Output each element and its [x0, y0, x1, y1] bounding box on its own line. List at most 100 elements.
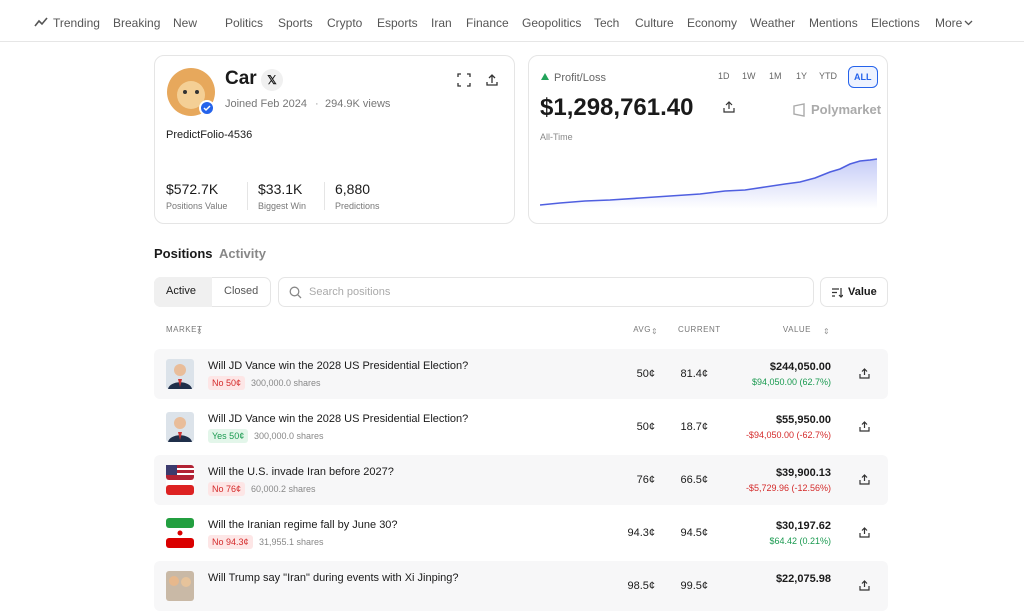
- nav-item[interactable]: Crypto: [327, 16, 363, 30]
- nav-item[interactable]: Weather: [750, 16, 796, 30]
- filter-button[interactable]: Active: [166, 285, 196, 297]
- market-thumbnail: [166, 518, 194, 548]
- avg-price: 50¢: [636, 421, 655, 433]
- current-price: 66.5¢: [680, 474, 708, 486]
- avg-price: 94.3¢: [627, 527, 655, 539]
- stat-divider: [247, 182, 248, 210]
- range-button[interactable]: 1W: [742, 71, 756, 81]
- profile-card: Car 𝕏 Joined Feb 2024 · 294.9K views Pre…: [154, 55, 515, 224]
- range-button[interactable]: 1M: [769, 71, 782, 81]
- shares: 300,000.0 shares: [254, 431, 324, 441]
- pnl-change: -$94,050.00 (-62.7%): [745, 430, 831, 440]
- pnl-change: -$5,729.96 (-12.56%): [745, 483, 831, 493]
- nav-item[interactable]: Geopolitics: [522, 16, 582, 30]
- column-header: VALUE: [782, 325, 811, 334]
- position-value: $55,950.00: [775, 414, 831, 426]
- position-row[interactable]: Will the U.S. invade Iran before 2027? No…: [154, 455, 888, 505]
- share-icon[interactable]: [859, 580, 870, 591]
- nav-item[interactable]: Mentions: [809, 16, 858, 30]
- share-icon[interactable]: [859, 474, 870, 485]
- column-header: AVG: [633, 325, 651, 334]
- outcome-badge: No 50¢: [208, 376, 246, 390]
- market-title: Will the U.S. invade Iran before 2027?: [208, 466, 394, 478]
- sort-caret: ⇕: [651, 327, 658, 336]
- nav-item[interactable]: Economy: [687, 16, 738, 30]
- position-value: $30,197.62: [775, 520, 831, 532]
- current-price: 18.7¢: [680, 421, 708, 433]
- stat-label: Positions Value: [166, 201, 228, 211]
- market-title: Will Trump say "Iran" during events with…: [208, 572, 459, 584]
- profile-name: Car: [225, 68, 257, 89]
- scan-icon[interactable]: [457, 73, 471, 87]
- share-icon[interactable]: [723, 101, 735, 113]
- position-row[interactable]: Will JD Vance win the 2028 US Presidenti…: [154, 402, 888, 452]
- nav-item[interactable]: Iran: [431, 16, 452, 30]
- position-row[interactable]: Will Trump say "Iran" during events with…: [154, 561, 888, 611]
- avg-price: 50¢: [636, 368, 655, 380]
- nav-item[interactable]: Breaking: [113, 16, 161, 30]
- tab[interactable]: Activity: [219, 246, 266, 261]
- nav-item[interactable]: Finance: [466, 16, 509, 30]
- market-thumbnail: [166, 359, 194, 389]
- position-row[interactable]: Will JD Vance win the 2028 US Presidenti…: [154, 349, 888, 399]
- nav-item[interactable]: Trending: [53, 16, 100, 30]
- current-price: 94.5¢: [680, 527, 708, 539]
- pnl-change: $94,050.00 (62.7%): [751, 377, 831, 387]
- sort-label: Value: [848, 286, 877, 298]
- market-thumbnail: [166, 571, 194, 601]
- nav-item[interactable]: Esports: [377, 16, 418, 30]
- share-icon[interactable]: [859, 368, 870, 379]
- search-box[interactable]: Search positions: [278, 277, 814, 307]
- range-button[interactable]: 1D: [718, 71, 730, 81]
- sort-button[interactable]: Value: [820, 277, 888, 307]
- views: 294.9K views: [325, 98, 391, 110]
- pnl-sparkline: [540, 158, 878, 209]
- nav-item[interactable]: Politics: [225, 16, 264, 30]
- stat-value: 6,880: [335, 181, 371, 197]
- share-icon[interactable]: [859, 527, 870, 538]
- market-title: Will JD Vance win the 2028 US Presidenti…: [208, 360, 469, 372]
- avg-price: 98.5¢: [627, 580, 655, 592]
- market-thumbnail: [166, 465, 194, 495]
- page: Trending Breaking New Politics Sports Crypto E…: [0, 16, 1024, 601]
- stat-label: Predictions: [335, 201, 380, 211]
- outcome-badge: No 94.3¢: [208, 535, 253, 549]
- avatar: [167, 68, 215, 116]
- nav-item[interactable]: Tech: [594, 16, 620, 30]
- current-price: 81.4¢: [680, 368, 708, 380]
- shares: 31,955.1 shares: [259, 537, 324, 547]
- filter-button[interactable]: Closed: [224, 285, 259, 297]
- nav-item[interactable]: Elections: [871, 16, 920, 30]
- current-price: 99.5¢: [680, 580, 708, 592]
- outcome-badge: Yes 50¢: [208, 429, 249, 443]
- market-title: Will JD Vance win the 2028 US Presidenti…: [208, 413, 469, 425]
- nav-item[interactable]: More: [935, 16, 963, 30]
- market-title: Will the Iranian regime fall by June 30?: [208, 519, 398, 531]
- position-value: $244,050.00: [769, 361, 831, 373]
- trending-icon: [34, 17, 48, 27]
- range-button[interactable]: ALL: [848, 66, 878, 88]
- pnl-amount: $1,298,761.40: [540, 94, 694, 121]
- share-icon[interactable]: [859, 421, 870, 432]
- range-button[interactable]: YTD: [819, 71, 837, 81]
- nav-item[interactable]: Culture: [635, 16, 674, 30]
- period: All-Time: [540, 132, 573, 142]
- stat-divider: [324, 182, 325, 210]
- filter-active-bg: [154, 277, 212, 307]
- position-row[interactable]: Will the Iranian regime fall by June 30?…: [154, 508, 888, 558]
- shares: 300,000.0 shares: [251, 378, 321, 388]
- stat-value: $33.1K: [258, 181, 303, 197]
- nav-item[interactable]: Sports: [278, 16, 313, 30]
- x-link[interactable]: 𝕏: [261, 69, 283, 91]
- sort-caret: ⇕: [196, 327, 203, 336]
- chevron: [964, 20, 973, 26]
- brand: Polymarket: [811, 102, 882, 117]
- sort-caret: ⇕: [823, 327, 830, 336]
- shares: 60,000.2 shares: [251, 484, 316, 494]
- tab[interactable]: Positions: [154, 246, 213, 261]
- nav-item[interactable]: New: [173, 16, 198, 30]
- range-button[interactable]: 1Y: [796, 71, 808, 81]
- share-icon[interactable]: [485, 73, 499, 87]
- position-value: $22,075.98: [775, 573, 831, 585]
- market-thumbnail: [166, 412, 194, 442]
